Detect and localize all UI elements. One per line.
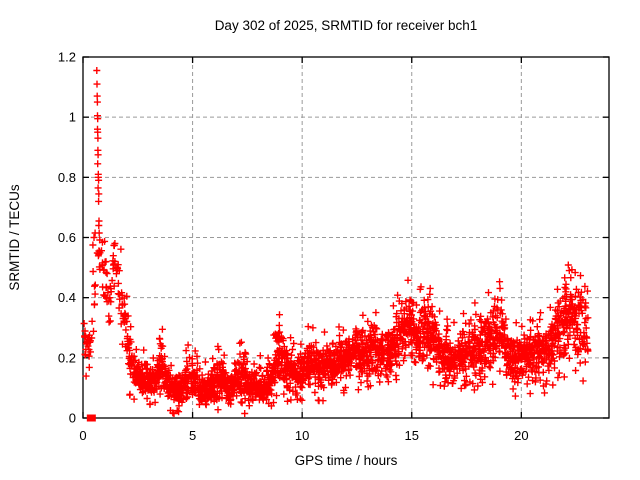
y-axis-label: SRMTID / TECUs: [7, 184, 22, 291]
x-tick-label: 0: [79, 428, 86, 443]
origin-square-marker: [86, 414, 96, 422]
y-tick-label: 0.4: [58, 290, 76, 305]
plot-frame: [82, 56, 610, 419]
y-tick-label: 0.8: [58, 170, 76, 185]
x-tick-label: 15: [405, 428, 419, 443]
tick-label-layer: 0 0.2 0.4 0.6 0.8 1 1.2 0 5 10 15 20: [58, 50, 529, 444]
y-tick-label: 0.2: [58, 350, 76, 365]
y-tick-label: 0: [69, 411, 76, 426]
y-tick-label: 1: [69, 110, 76, 125]
grid-layer: [84, 58, 608, 417]
scatter-series: [80, 67, 592, 417]
x-tick-label: 5: [189, 428, 196, 443]
chart-title: Day 302 of 2025, SRMTID for receiver bch…: [215, 18, 478, 33]
x-tick-label: 10: [295, 428, 309, 443]
y-tick-label: 1.2: [58, 50, 76, 65]
x-axis-label: GPS time / hours: [295, 453, 398, 468]
y-tick-label: 0.6: [58, 230, 76, 245]
label-layer: Day 302 of 2025, SRMTID for receiver bch…: [7, 18, 477, 468]
x-tick-label: 20: [514, 428, 528, 443]
